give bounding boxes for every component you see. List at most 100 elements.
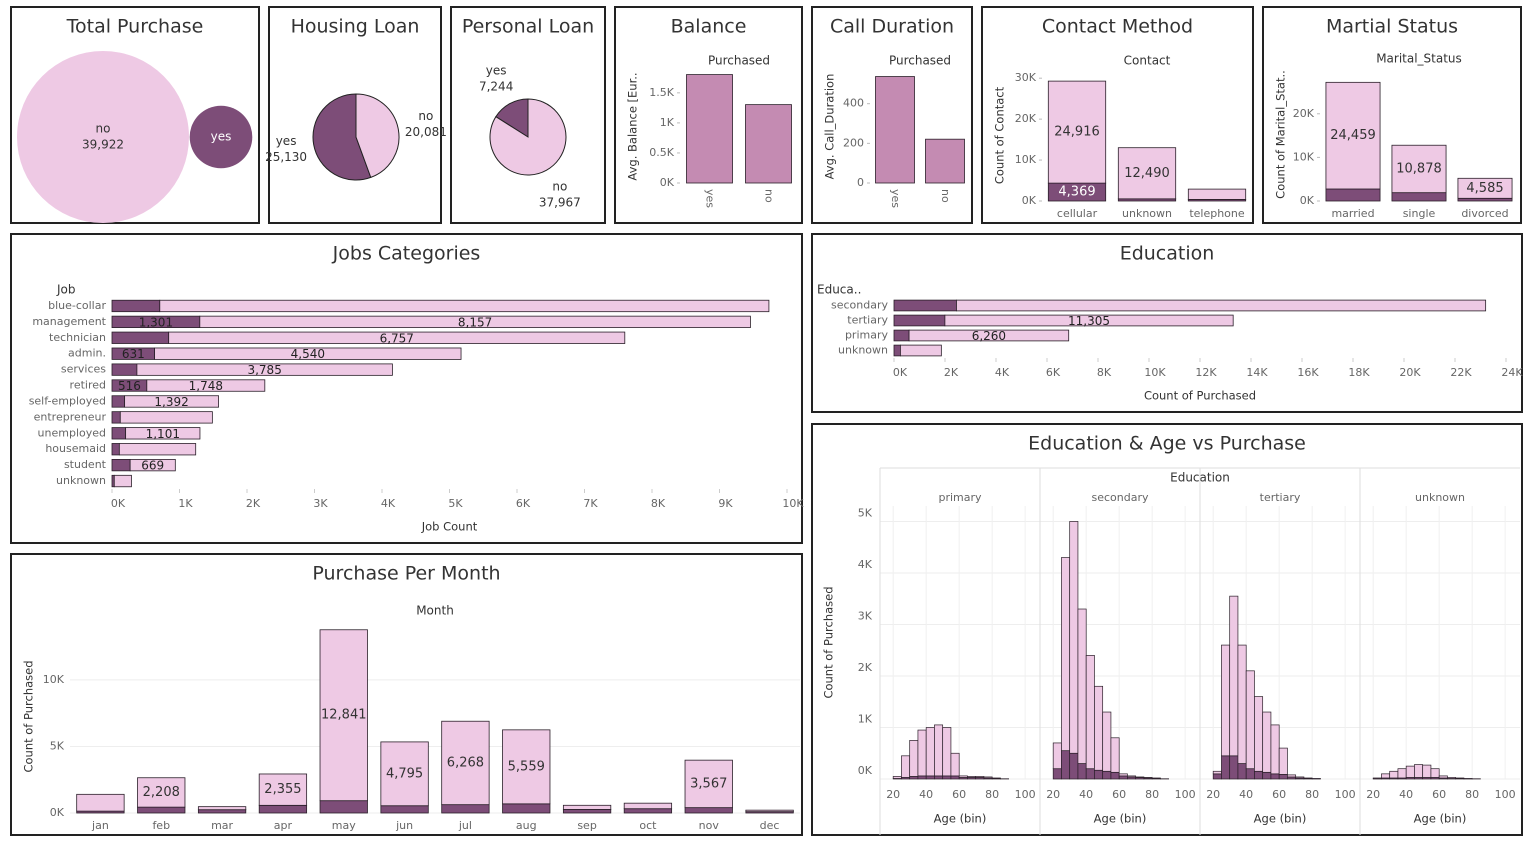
histogram-bar bbox=[1085, 768, 1095, 780]
histogram-bar bbox=[1143, 777, 1153, 779]
histogram-bar bbox=[1287, 774, 1297, 778]
y-tick-label: unknown bbox=[56, 474, 106, 487]
x-tick-label: 20 bbox=[1366, 788, 1380, 801]
value-label: 10,878 bbox=[1396, 161, 1442, 176]
bar bbox=[76, 793, 125, 812]
y-tick-label: 0K bbox=[50, 806, 65, 819]
bar bbox=[1325, 188, 1381, 202]
y-tick-label: 200 bbox=[843, 136, 864, 149]
value-label: 1,301 bbox=[139, 315, 173, 329]
x-tick-label: 2K bbox=[246, 497, 261, 510]
chart-title: Martial Status bbox=[1326, 16, 1458, 38]
header: Educa.. bbox=[817, 283, 861, 297]
histogram-bar bbox=[1405, 765, 1415, 778]
histogram-bar bbox=[892, 776, 902, 779]
value-label: 37,967 bbox=[539, 195, 581, 209]
header: Month bbox=[416, 604, 454, 618]
x-tick-label: jun bbox=[395, 819, 413, 832]
bar bbox=[111, 331, 170, 344]
y-tick-label: 0K bbox=[1022, 194, 1037, 207]
bar bbox=[380, 805, 429, 814]
chart-title: Contact Method bbox=[1042, 16, 1193, 38]
bar bbox=[1047, 80, 1107, 184]
histogram-bar bbox=[901, 755, 911, 778]
histogram-bar bbox=[1110, 771, 1120, 780]
bar bbox=[562, 804, 612, 810]
y-tick-label: retired bbox=[70, 379, 106, 392]
x-tick-label: 100 bbox=[1495, 788, 1516, 801]
bar bbox=[956, 299, 1487, 312]
histogram-bar bbox=[1270, 773, 1280, 780]
bar bbox=[137, 806, 186, 814]
x-axis-label: Age (bin) bbox=[934, 812, 987, 826]
histogram-bar bbox=[1069, 752, 1079, 780]
pie-slice bbox=[355, 93, 400, 179]
histogram-bar bbox=[1102, 770, 1112, 780]
x-tick-label: telephone bbox=[1189, 207, 1245, 220]
x-tick-label: feb bbox=[152, 819, 170, 832]
x-tick-label: 80 bbox=[985, 788, 999, 801]
histogram-bar bbox=[1212, 770, 1222, 775]
x-tick-label: dec bbox=[760, 819, 780, 832]
value-label: 4,795 bbox=[386, 766, 423, 781]
histogram-bar bbox=[1422, 764, 1432, 778]
x-tick-label: 20 bbox=[1206, 788, 1220, 801]
y-tick-label: unknown bbox=[838, 344, 888, 357]
bar bbox=[1187, 188, 1247, 200]
x-tick-label: 2K bbox=[944, 366, 959, 379]
x-tick-label: 60 bbox=[1112, 788, 1126, 801]
histogram-bar bbox=[1061, 750, 1071, 780]
histogram-bar bbox=[983, 776, 993, 779]
value-label: 4,540 bbox=[291, 347, 325, 361]
bar bbox=[154, 347, 462, 360]
panel bbox=[981, 6, 1254, 224]
pie-slice bbox=[489, 98, 567, 176]
bubble bbox=[17, 51, 189, 223]
category-label: no bbox=[418, 109, 433, 123]
histogram-bar bbox=[1077, 608, 1087, 764]
y-tick-label: 0.5K bbox=[649, 146, 674, 159]
bar bbox=[159, 299, 770, 313]
y-tick-label: student bbox=[64, 458, 107, 471]
bar bbox=[319, 629, 368, 802]
y-tick-label: 10K bbox=[1015, 153, 1037, 166]
bar bbox=[745, 104, 792, 184]
histogram-bar bbox=[942, 775, 952, 780]
value-label: 12,841 bbox=[321, 708, 367, 723]
y-axis-label: Count of Purchased bbox=[822, 586, 836, 698]
x-tick-label: 60 bbox=[952, 788, 966, 801]
y-tick-label: technician bbox=[49, 331, 106, 344]
bar bbox=[111, 363, 138, 376]
histogram-bar bbox=[1135, 776, 1145, 778]
histogram-bar bbox=[1237, 644, 1247, 764]
histogram-bar bbox=[1229, 595, 1239, 757]
x-tick-label: single bbox=[1403, 207, 1436, 220]
x-tick-label: jul bbox=[458, 819, 472, 832]
histogram-bar bbox=[1094, 685, 1104, 771]
histogram-bar bbox=[1270, 724, 1280, 775]
value-label: 3,785 bbox=[247, 363, 281, 377]
histogram-bar bbox=[1229, 755, 1239, 780]
bar bbox=[925, 138, 965, 184]
x-tick-label: 24K bbox=[1501, 366, 1523, 379]
histogram-bar bbox=[1397, 768, 1407, 779]
y-tick-label: 5K bbox=[858, 506, 873, 519]
x-tick-label: 16K bbox=[1297, 366, 1319, 379]
category-label: no bbox=[96, 122, 111, 136]
y-tick-label: 20K bbox=[1293, 107, 1315, 120]
value-label: 669 bbox=[141, 459, 164, 473]
bar bbox=[118, 443, 197, 456]
facet-label: unknown bbox=[1415, 491, 1465, 504]
x-tick-label: 7K bbox=[583, 497, 598, 510]
histogram-bar bbox=[1052, 742, 1062, 770]
y-tick-label: admin. bbox=[68, 347, 106, 360]
x-tick-label: 8K bbox=[1097, 366, 1112, 379]
value-label: 2,208 bbox=[143, 785, 180, 800]
bar bbox=[623, 808, 673, 814]
histogram-bar bbox=[950, 752, 960, 777]
value-label: 20,081 bbox=[405, 125, 447, 139]
y-tick-label: 20K bbox=[1015, 112, 1037, 125]
histogram-bar bbox=[1295, 776, 1305, 779]
x-tick-label: unknown bbox=[1122, 207, 1172, 220]
